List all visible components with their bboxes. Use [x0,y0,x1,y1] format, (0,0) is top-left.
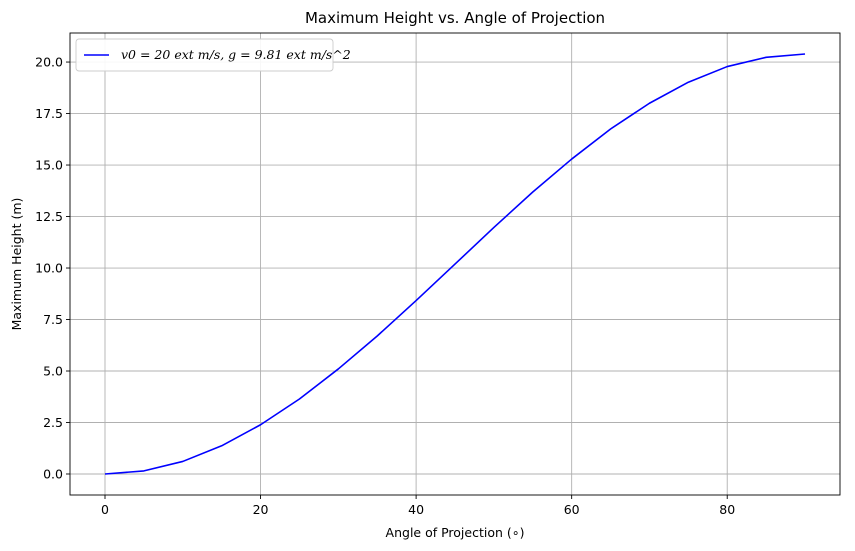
legend: v0 = 20 ext m/s, g = 9.81 ext m/s^2 [75,38,351,72]
x-tick-label: 0 [101,502,109,517]
y-tick-label: 2.5 [43,415,63,430]
series-line [104,53,806,475]
grid-lines [70,33,840,495]
x-tick-label: 20 [253,502,269,517]
chart-title: Maximum Height vs. Angle of Projection [305,9,605,27]
y-axis-label: Maximum Height (m) [9,198,24,331]
legend-label: v0 = 20 ext m/s, g = 9.81 ext m/s^2 [121,47,351,62]
plot-frame [69,32,841,496]
x-tick-label: 40 [408,502,424,517]
series-layer [104,53,806,475]
y-tick-label: 12.5 [35,209,63,224]
y-tick-label: 7.5 [43,312,63,327]
x-axis: 0 20 40 60 80 [101,495,735,517]
y-tick-label: 10.0 [35,261,63,276]
y-tick-label: 0.0 [43,466,63,481]
y-tick-label: 17.5 [35,106,63,121]
y-tick-label: 20.0 [35,55,63,70]
legend-box [75,38,334,72]
y-tick-label: 5.0 [43,364,63,379]
x-axis-label: Angle of Projection (∘) [386,525,525,540]
x-tick-label: 80 [719,502,735,517]
y-tick-label: 15.0 [35,158,63,173]
x-tick-label: 60 [564,502,580,517]
y-axis: 0.0 2.5 5.0 7.5 10.0 12.5 15.0 17.5 20.0 [35,55,70,481]
